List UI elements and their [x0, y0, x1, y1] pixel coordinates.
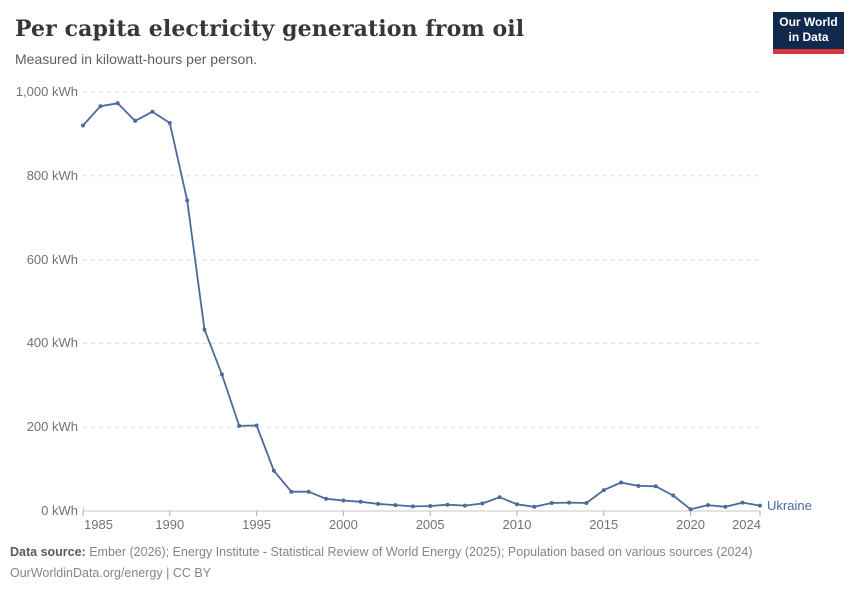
data-point-2003[interactable] — [393, 503, 398, 508]
x-tick-label: 2010 — [502, 517, 532, 532]
data-point-1989[interactable] — [150, 109, 155, 114]
owid-logo[interactable]: Our World in Data — [773, 12, 844, 54]
data-point-1992[interactable] — [202, 327, 207, 332]
data-point-2013[interactable] — [567, 500, 572, 505]
x-tick-label: 1985 — [84, 517, 113, 532]
data-point-2009[interactable] — [497, 495, 502, 500]
x-tick-label: 2020 — [676, 517, 706, 532]
data-point-1998[interactable] — [306, 489, 311, 494]
data-point-1997[interactable] — [289, 489, 294, 494]
data-point-1988[interactable] — [133, 118, 138, 123]
data-point-1993[interactable] — [219, 372, 224, 377]
data-point-1990[interactable] — [167, 121, 172, 125]
data-point-2005[interactable] — [428, 504, 433, 508]
owid-logo-text-line2: in Data — [788, 30, 829, 44]
x-tick-label: 2000 — [328, 517, 358, 532]
y-tick-label: 1,000 kWh — [15, 84, 78, 99]
x-tick-label: 2015 — [589, 517, 619, 532]
data-point-1994[interactable] — [237, 423, 242, 428]
data-point-2019[interactable] — [671, 493, 676, 498]
series-label-ukraine[interactable]: Ukraine — [767, 497, 812, 513]
owid-logo-text-line1: Our World — [779, 15, 838, 29]
x-tick-label: 2024 — [732, 517, 761, 532]
chart-footer: Data source: Ember (2026); Energy Instit… — [10, 544, 840, 586]
footer-separator: | — [166, 566, 170, 580]
data-point-2010[interactable] — [515, 502, 519, 507]
series-line-ukraine[interactable] — [82, 102, 761, 511]
data-point-2001[interactable] — [358, 499, 363, 504]
owid-url-link[interactable]: OurWorldinData.org/energy — [10, 566, 163, 580]
data-source-label: Data source: — [10, 545, 86, 559]
data-point-1986[interactable] — [98, 104, 103, 109]
data-point-1999[interactable] — [324, 496, 328, 501]
data-point-2000[interactable] — [341, 498, 346, 503]
data-point-2024[interactable] — [758, 503, 762, 508]
y-tick-label: 0 kWh — [41, 503, 78, 518]
x-tick-label: 2005 — [415, 517, 445, 532]
chart-subtitle: Measured in kilowatt-hours per person. — [15, 51, 258, 67]
data-point-2022[interactable] — [723, 504, 728, 509]
data-point-1996[interactable] — [271, 468, 276, 473]
data-point-2012[interactable] — [549, 501, 554, 505]
data-point-2016[interactable] — [619, 480, 624, 485]
data-point-2020[interactable] — [688, 507, 693, 512]
data-point-2004[interactable] — [410, 504, 415, 509]
data-point-1985[interactable] — [81, 123, 85, 128]
data-point-1991[interactable] — [185, 198, 190, 203]
data-point-2011[interactable] — [532, 504, 537, 509]
y-tick-label: 600 kWh — [26, 251, 78, 267]
x-tick-label: 1990 — [155, 517, 185, 532]
data-point-1995[interactable] — [254, 423, 259, 428]
data-point-2023[interactable] — [740, 500, 745, 505]
data-point-1987[interactable] — [115, 101, 120, 106]
chart-title: Per capita electricity generation from o… — [15, 16, 525, 42]
data-point-2006[interactable] — [445, 502, 450, 507]
y-tick-label: 400 kWh — [26, 335, 78, 351]
data-point-2021[interactable] — [705, 503, 710, 508]
data-point-2007[interactable] — [462, 503, 467, 508]
data-point-2002[interactable] — [376, 501, 381, 506]
y-tick-label: 200 kWh — [26, 419, 78, 435]
data-point-2014[interactable] — [584, 501, 589, 505]
data-point-2015[interactable] — [601, 488, 606, 493]
data-point-2018[interactable] — [653, 484, 658, 489]
data-source-text: Ember (2026); Energy Institute - Statist… — [89, 545, 753, 559]
x-tick-label: 1995 — [242, 517, 272, 532]
y-tick-label: 800 kWh — [26, 167, 78, 183]
footer-data-source: Data source: Ember (2026); Energy Instit… — [10, 544, 840, 560]
data-point-2017[interactable] — [636, 483, 641, 488]
data-point-2008[interactable] — [480, 501, 485, 506]
footer-url-license: OurWorldinData.org/energy | CC BY — [10, 565, 840, 581]
cc-by-link[interactable]: CC BY — [172, 566, 212, 580]
